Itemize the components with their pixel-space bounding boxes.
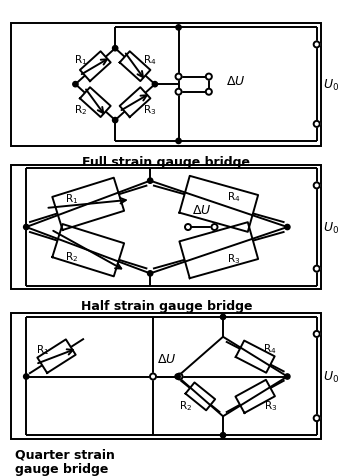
Text: R$_3$: R$_3$ — [264, 398, 277, 412]
Circle shape — [314, 331, 320, 337]
Text: $U_0$: $U_0$ — [323, 369, 340, 384]
Circle shape — [176, 74, 181, 80]
Text: Quarter strain
gauge bridge: Quarter strain gauge bridge — [15, 447, 115, 476]
Circle shape — [175, 374, 180, 379]
Circle shape — [285, 374, 290, 379]
Circle shape — [314, 42, 320, 49]
Circle shape — [24, 374, 29, 379]
Text: R$_1$: R$_1$ — [73, 53, 87, 67]
Circle shape — [314, 266, 320, 272]
Text: R$_2$: R$_2$ — [74, 103, 87, 117]
Circle shape — [220, 433, 226, 438]
Text: R$_1$: R$_1$ — [64, 192, 78, 206]
Bar — [11, 165, 321, 290]
Circle shape — [206, 89, 212, 96]
Text: Half strain gauge bridge: Half strain gauge bridge — [81, 299, 252, 312]
Text: R$_1$: R$_1$ — [36, 343, 49, 357]
Text: $\Delta U$: $\Delta U$ — [156, 352, 176, 366]
Text: R$_4$: R$_4$ — [263, 341, 276, 355]
Circle shape — [24, 225, 29, 230]
Circle shape — [314, 121, 320, 128]
Text: R$_3$: R$_3$ — [227, 251, 240, 265]
Text: $U_0$: $U_0$ — [323, 78, 340, 92]
Circle shape — [176, 374, 182, 380]
Circle shape — [150, 374, 156, 380]
Text: R$_4$: R$_4$ — [143, 53, 157, 67]
Text: $U_0$: $U_0$ — [323, 220, 340, 235]
Circle shape — [113, 118, 118, 123]
Circle shape — [176, 89, 181, 96]
Circle shape — [176, 139, 181, 144]
Circle shape — [212, 225, 217, 230]
Circle shape — [73, 82, 78, 88]
Text: R$_2$: R$_2$ — [64, 249, 78, 263]
Text: Full strain gauge bridge: Full strain gauge bridge — [82, 156, 250, 169]
Text: $\Delta U$: $\Delta U$ — [191, 203, 211, 216]
Text: $\Delta U$: $\Delta U$ — [226, 75, 245, 88]
Circle shape — [113, 47, 118, 52]
Circle shape — [220, 315, 226, 320]
Circle shape — [176, 26, 181, 31]
Bar — [11, 314, 321, 439]
Circle shape — [314, 415, 320, 421]
Circle shape — [314, 183, 320, 189]
Text: R$_3$: R$_3$ — [143, 103, 157, 117]
Circle shape — [152, 82, 157, 88]
Text: R$_2$: R$_2$ — [179, 398, 192, 412]
Circle shape — [185, 225, 191, 230]
Bar — [11, 24, 321, 146]
Circle shape — [147, 178, 153, 184]
Circle shape — [206, 74, 212, 80]
Circle shape — [285, 225, 290, 230]
Circle shape — [147, 271, 153, 277]
Text: R$_4$: R$_4$ — [227, 190, 241, 204]
